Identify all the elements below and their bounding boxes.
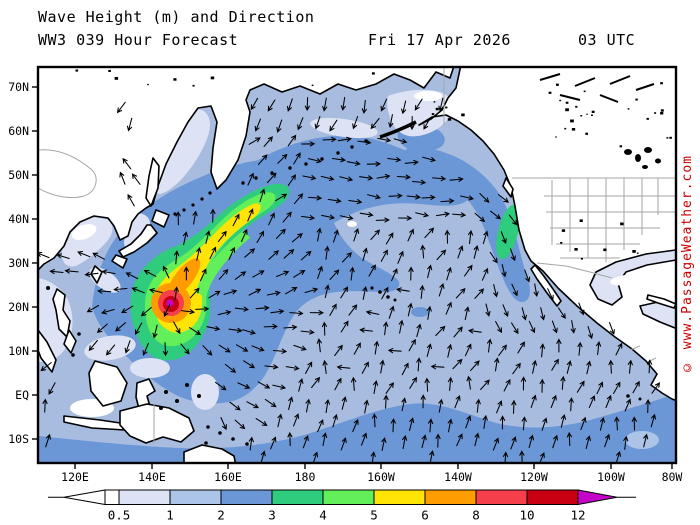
legend-segment-1 [169,489,222,505]
lat-label-30N: 30N [8,256,29,270]
legend-value-4: 4 [319,508,327,523]
legend-value-3: 3 [268,508,276,523]
lon-label-80W: 80W [662,470,683,484]
forecast-utc-time: 03 UTC [578,31,636,49]
map-frame [36,65,678,465]
legend-value-labels: 0.5 1 2 3 4 5 6 8 10 12 [108,508,586,523]
watermark: © www.PassageWeather.com [676,67,699,463]
lat-label-20N: 20N [8,300,29,314]
legend-segment-0.5 [118,489,171,505]
lat-label-70N: 70N [8,80,29,94]
land-australia [183,444,237,463]
lat-label-EQ: EQ [15,388,29,402]
land-japan-kyushu [111,254,128,269]
gulf-of-mexico [589,249,676,306]
lat-label-50N: 50N [8,168,29,182]
forecast-model-label: WW3 039 Hour Forecast [38,31,239,49]
wave-height-legend: 0.5 1 2 3 4 5 6 8 10 12 [48,489,636,523]
wave-direction-arrows [38,96,661,463]
land-borneo [88,360,128,407]
legend-value-1: 1 [166,508,174,523]
land-layer [38,67,676,463]
land-cuba [646,294,676,309]
lon-label-100W: 100W [597,470,625,484]
great-lakes [624,147,661,169]
lon-label-140E: 140E [138,470,166,484]
lon-label-120E: 120E [61,470,89,484]
lat-label-10S: 10S [8,432,29,446]
legend-segment-10 [526,489,579,505]
legend-value-2: 2 [217,508,225,523]
legend-value-8: 8 [472,508,480,523]
arrow-glyphs [38,96,661,463]
legend-segment-3 [271,489,324,505]
kuril-islands [173,191,212,216]
map-container: 70N 60N 50N 40N 30N 20N 10N EQ 10S 120E 140E 160E 18… [8,65,682,523]
wave-height-field [38,89,676,463]
arctic-coast-detail [539,73,655,103]
legend-segment-4 [322,489,375,505]
land-vancouver-island [502,177,514,198]
legend-value-5: 5 [370,508,378,523]
lon-label-120W: 120W [520,470,548,484]
axis-ticks [32,86,673,469]
legend-value-10: 10 [519,508,534,523]
land-taiwan [90,265,103,284]
axis-labels: 70N 60N 50N 40N 30N 20N 10N EQ 10S 120E 140E 160E 18… [8,80,682,484]
map-title: Wave Height (m) and Direction [38,8,315,26]
legend-segment-2 [220,489,273,505]
land-japan-hokkaido [151,209,170,228]
land-philippines-south [63,329,77,354]
legend-overflow-arrow [577,489,618,506]
land-north-america [418,67,676,402]
legend-segment-6 [424,489,477,505]
land-japan-honshu [118,224,158,258]
lon-label-160E: 160E [214,470,242,484]
legend-value-0.5: 0.5 [108,508,131,523]
wave-height-map: 70N 60N 50N 40N 30N 20N 10N EQ 10S 120E 140E 160E 18… [8,65,682,484]
lon-label-140W: 140W [444,470,472,484]
legend-value-6: 6 [421,508,429,523]
legend-value-12: 12 [570,508,585,523]
lake-speckles [75,69,672,260]
land-sakhalin [145,157,160,207]
forecast-date: Fri 17 Apr 2026 [368,31,511,49]
land-asia-siberia [38,67,455,271]
pacific-islands [46,286,642,446]
watermark-text: © www.PassageWeather.com [680,155,695,375]
lon-label-160W: 160W [367,470,395,484]
land-sumatra-malay [38,329,57,373]
political-borders [38,67,676,444]
land-sulawesi [135,378,156,414]
legend-segment-5 [373,489,426,505]
legend-color-bar [48,489,636,506]
legend-segment-8 [475,489,528,505]
lat-label-60N: 60N [8,124,29,138]
lon-label-180: 180 [295,470,316,484]
lat-label-10N: 10N [8,344,29,358]
alaska-peninsula [379,120,417,139]
lat-label-40N: 40N [8,212,29,226]
